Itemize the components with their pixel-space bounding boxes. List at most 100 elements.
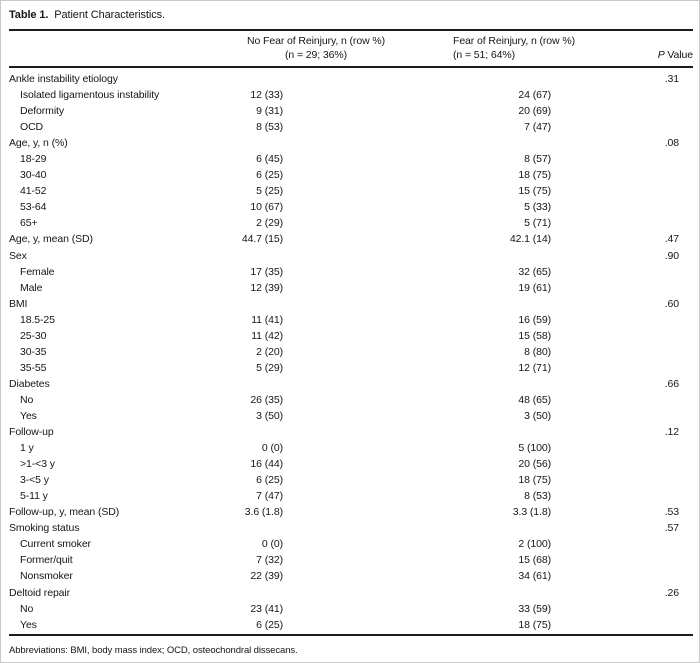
no-fear-cell: 11 (42) <box>251 329 283 342</box>
no-fear-cell: 2 (29) <box>256 217 283 230</box>
table-row: Sex .90 <box>1 249 700 265</box>
row-label: Sex <box>9 249 27 262</box>
row-label: Nonsmoker <box>20 570 73 583</box>
row-label: Male <box>20 281 43 294</box>
table-row: Diabetes .66 <box>1 377 700 393</box>
no-fear-cell: 11 (41) <box>251 313 283 326</box>
table-row: Age, y, n (%) .08 <box>1 136 700 152</box>
table-row: Age, y, mean (SD) 44.7 (15) 42.1 (14) .4… <box>1 232 700 248</box>
rule-bottom <box>9 634 693 636</box>
no-fear-cell: 3.6 (1.8) <box>244 506 283 519</box>
no-fear-cell: 23 (41) <box>250 602 283 615</box>
fear-cell: 34 (61) <box>518 570 551 583</box>
fear-cell: 16 (59) <box>518 313 551 326</box>
fear-cell: 15 (75) <box>518 185 551 198</box>
row-label: 41-52 <box>20 185 47 198</box>
fear-cell: 7 (47) <box>524 121 551 134</box>
table-row: Yes 6 (25) 18 (75) <box>1 618 700 634</box>
fear-cell: 5 (33) <box>524 201 551 214</box>
no-fear-cell: 12 (33) <box>250 89 283 102</box>
fear-cell: 33 (59) <box>518 602 551 615</box>
table-row: Deltoid repair .26 <box>1 586 700 602</box>
fear-cell: 15 (68) <box>518 554 551 567</box>
no-fear-cell: 8 (53) <box>256 121 283 134</box>
table-row: 30-35 2 (20) 8 (80) <box>1 345 700 361</box>
table-row: Former/quit 7 (32) 15 (68) <box>1 553 700 569</box>
fear-cell: 42.1 (14) <box>509 233 551 246</box>
no-fear-cell: 5 (29) <box>256 361 283 374</box>
rule-below-header <box>9 66 693 68</box>
no-fear-cell: 7 (47) <box>256 490 283 503</box>
no-fear-cell: 6 (25) <box>256 618 283 631</box>
table-row: BMI .60 <box>1 297 700 313</box>
row-label: Isolated ligamentous instability <box>20 89 160 102</box>
no-fear-cell: 7 (32) <box>256 554 283 567</box>
table-caption: Patient Characteristics. <box>48 9 165 21</box>
row-label: 5-11 y <box>20 490 48 503</box>
fear-cell: 15 (58) <box>518 329 551 342</box>
no-fear-cell: 6 (25) <box>256 474 283 487</box>
p-value-cell: .57 <box>664 522 679 535</box>
table-row: 18-29 6 (45) 8 (57) <box>1 152 700 168</box>
fear-cell: 8 (53) <box>524 490 551 503</box>
no-fear-cell: 17 (35) <box>250 265 283 278</box>
table-row: 41-52 5 (25) 15 (75) <box>1 184 700 200</box>
table-row: Ankle instability etiology .31 <box>1 72 700 88</box>
p-value-cell: .90 <box>664 249 679 262</box>
table-row: Deformity 9 (31) 20 (69) <box>1 104 700 120</box>
row-label: No <box>20 602 34 615</box>
fear-cell: 19 (61) <box>518 281 551 294</box>
row-label: 25-30 <box>20 329 47 342</box>
p-value-cell: .53 <box>664 506 679 519</box>
row-label: Smoking status <box>9 522 80 535</box>
no-fear-header-line1: No Fear of Reinjury, n (row %) <box>246 35 385 47</box>
table-row: Smoking status .57 <box>1 521 700 537</box>
table-row: Follow-up, y, mean (SD) 3.6 (1.8) 3.3 (1… <box>1 505 700 521</box>
p-value-cell: .66 <box>664 377 679 390</box>
p-value-cell: .08 <box>664 137 679 150</box>
fear-cell: 5 (100) <box>518 442 551 455</box>
row-label: 3-<5 y <box>20 474 49 487</box>
table-row: >1-<3 y 16 (44) 20 (56) <box>1 457 700 473</box>
fear-cell: 18 (75) <box>518 474 551 487</box>
table-row: Follow-up .12 <box>1 425 700 441</box>
fear-cell: 18 (75) <box>518 618 551 631</box>
table-number: Table 1. <box>9 9 49 21</box>
rule-below-title <box>9 29 693 31</box>
no-fear-cell: 12 (39) <box>250 281 283 294</box>
row-label: 65+ <box>20 217 38 230</box>
no-fear-cell: 5 (25) <box>256 185 283 198</box>
p-value-cell: .60 <box>664 297 679 310</box>
fear-cell: 8 (57) <box>524 153 551 166</box>
fear-cell: 12 (71) <box>518 361 551 374</box>
table-row: 30-40 6 (25) 18 (75) <box>1 168 700 184</box>
p-value-cell: .47 <box>664 233 679 246</box>
row-label: 1 y <box>20 442 34 455</box>
no-fear-cell: 22 (39) <box>250 570 283 583</box>
row-label: 18.5-25 <box>20 313 55 326</box>
table-row: Current smoker 0 (0) 2 (100) <box>1 537 700 553</box>
row-label: 30-35 <box>20 345 47 358</box>
row-label: Follow-up, y, mean (SD) <box>9 506 120 519</box>
p-value-cell: .12 <box>664 426 679 439</box>
fear-header-line1: Fear of Reinjury, n (row %) <box>453 35 575 47</box>
table-row: 53-64 10 (67) 5 (33) <box>1 200 700 216</box>
fear-cell: 24 (67) <box>518 89 551 102</box>
table-row: 5-11 y 7 (47) 8 (53) <box>1 489 700 505</box>
table-row: OCD 8 (53) 7 (47) <box>1 120 700 136</box>
table-row: Yes 3 (50) 3 (50) <box>1 409 700 425</box>
row-label: Former/quit <box>20 554 73 567</box>
p-value-cell: .26 <box>664 586 679 599</box>
p-value-word: Value <box>664 49 693 61</box>
row-label: Follow-up <box>9 426 54 439</box>
row-label: Female <box>20 265 55 278</box>
fear-header-line2: (n = 51; 64%) <box>453 49 516 61</box>
row-label: Age, y, mean (SD) <box>9 233 93 246</box>
table-row: 25-30 11 (42) 15 (58) <box>1 329 700 345</box>
table-row: Isolated ligamentous instability 12 (33)… <box>1 88 700 104</box>
fear-cell: 2 (100) <box>518 538 551 551</box>
no-fear-cell: 3 (50) <box>256 409 283 422</box>
no-fear-cell: 0 (0) <box>261 538 283 551</box>
table-row: 1 y 0 (0) 5 (100) <box>1 441 700 457</box>
